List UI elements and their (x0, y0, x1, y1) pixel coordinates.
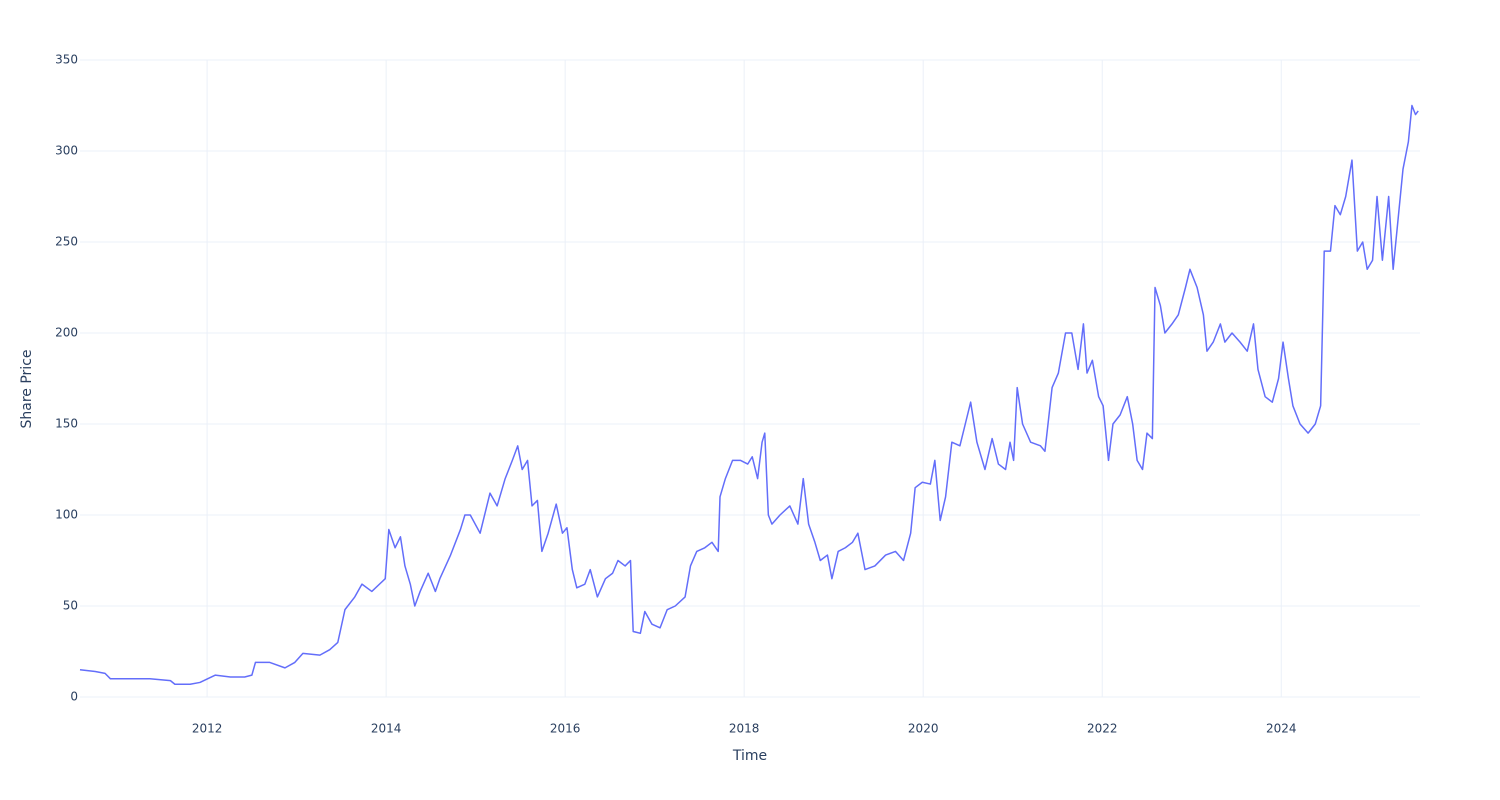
x-tick-label: 2018 (729, 722, 760, 736)
x-tick-label: 2012 (192, 722, 223, 736)
y-tick-label: 200 (55, 326, 78, 340)
x-tick-label: 2022 (1087, 722, 1118, 736)
x-tick-label: 2014 (371, 722, 402, 736)
x-tick-label: 2016 (550, 722, 581, 736)
y-axis-title: Share Price (19, 349, 35, 428)
y-tick-label: 250 (55, 235, 78, 249)
y-tick-label: 300 (55, 144, 78, 158)
y-tick-label: 50 (63, 599, 78, 613)
x-tick-label: 2020 (908, 722, 939, 736)
y-tick-label: 350 (55, 53, 78, 67)
y-tick-label: 0 (70, 690, 78, 704)
price-line (79, 104, 1419, 686)
x-axis-title: Time (732, 748, 767, 764)
y-tick-label: 100 (55, 508, 78, 522)
y-tick-label: 150 (55, 417, 78, 431)
x-tick-label: 2024 (1266, 722, 1297, 736)
